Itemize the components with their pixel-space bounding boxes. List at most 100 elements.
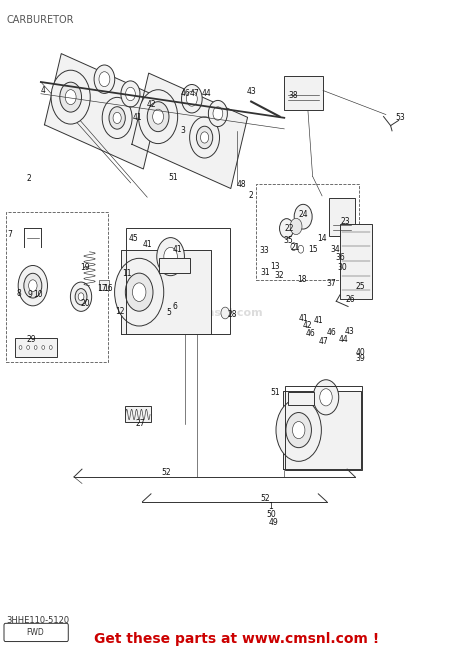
Ellipse shape xyxy=(294,204,312,229)
Ellipse shape xyxy=(121,81,140,107)
Bar xyxy=(99,280,109,290)
Ellipse shape xyxy=(126,87,136,100)
Text: 44: 44 xyxy=(201,89,211,98)
Text: 52: 52 xyxy=(161,468,171,477)
Text: 45: 45 xyxy=(128,233,138,243)
Text: 41: 41 xyxy=(173,244,183,254)
Ellipse shape xyxy=(49,346,52,349)
Text: 42: 42 xyxy=(147,100,157,110)
Text: www.cmsnl.com: www.cmsnl.com xyxy=(163,308,264,318)
Ellipse shape xyxy=(75,289,87,305)
Ellipse shape xyxy=(60,82,82,112)
Polygon shape xyxy=(283,391,361,469)
Text: 18: 18 xyxy=(298,274,307,284)
Ellipse shape xyxy=(280,218,294,238)
Ellipse shape xyxy=(164,247,177,266)
Text: 43: 43 xyxy=(345,327,355,336)
Text: 22: 22 xyxy=(284,224,294,233)
Ellipse shape xyxy=(115,258,164,326)
Ellipse shape xyxy=(290,218,302,235)
Ellipse shape xyxy=(78,293,84,301)
Text: 49: 49 xyxy=(269,518,279,527)
Text: 7: 7 xyxy=(8,230,13,239)
Text: 21: 21 xyxy=(291,243,300,252)
Text: 31: 31 xyxy=(261,268,270,277)
Text: 24: 24 xyxy=(298,209,308,218)
Bar xyxy=(256,184,359,280)
Text: 8: 8 xyxy=(16,289,21,298)
Text: 29: 29 xyxy=(27,334,36,344)
Ellipse shape xyxy=(182,85,202,113)
Text: 38: 38 xyxy=(289,91,299,100)
Text: 30: 30 xyxy=(337,263,347,272)
Ellipse shape xyxy=(313,379,339,415)
Ellipse shape xyxy=(221,307,229,319)
Text: 26: 26 xyxy=(346,295,355,304)
Text: Get these parts at www.cmsnl.com !: Get these parts at www.cmsnl.com ! xyxy=(94,632,380,646)
Ellipse shape xyxy=(186,91,197,106)
Text: 51: 51 xyxy=(270,388,280,397)
Ellipse shape xyxy=(190,117,219,158)
Text: 12: 12 xyxy=(115,307,125,316)
Bar xyxy=(285,386,362,471)
Text: 47: 47 xyxy=(190,89,200,98)
Text: 52: 52 xyxy=(261,494,270,503)
Ellipse shape xyxy=(320,389,332,406)
Bar xyxy=(159,258,190,273)
Text: 19: 19 xyxy=(80,263,90,272)
Bar xyxy=(15,338,57,357)
Ellipse shape xyxy=(18,265,47,306)
Ellipse shape xyxy=(147,102,169,132)
Ellipse shape xyxy=(94,65,115,93)
Text: 6: 6 xyxy=(172,302,177,311)
Ellipse shape xyxy=(292,421,305,439)
Ellipse shape xyxy=(138,90,178,143)
Ellipse shape xyxy=(157,237,184,276)
Ellipse shape xyxy=(34,346,37,349)
Bar xyxy=(126,228,230,334)
Text: 3HHE110-5120: 3HHE110-5120 xyxy=(6,616,70,625)
Text: 20: 20 xyxy=(80,299,90,308)
Ellipse shape xyxy=(125,273,153,311)
Text: 47: 47 xyxy=(319,337,329,346)
Bar xyxy=(288,393,314,406)
Text: 16: 16 xyxy=(104,284,113,293)
Text: 3: 3 xyxy=(180,126,185,136)
Ellipse shape xyxy=(213,107,223,120)
Ellipse shape xyxy=(109,107,125,129)
Text: 40: 40 xyxy=(356,348,366,357)
Ellipse shape xyxy=(298,245,304,253)
Polygon shape xyxy=(132,73,247,188)
Ellipse shape xyxy=(99,72,110,87)
Text: 46: 46 xyxy=(180,89,190,98)
Bar xyxy=(6,212,108,362)
Text: 2: 2 xyxy=(249,192,254,200)
Text: 25: 25 xyxy=(355,282,365,291)
Text: FWD: FWD xyxy=(26,628,44,637)
FancyBboxPatch shape xyxy=(4,623,68,642)
Text: 14: 14 xyxy=(317,233,327,243)
Text: 41: 41 xyxy=(133,113,143,123)
Text: 33: 33 xyxy=(260,246,269,255)
Text: 5: 5 xyxy=(166,308,171,318)
Text: 51: 51 xyxy=(168,173,178,182)
Text: 53: 53 xyxy=(395,113,405,123)
Text: 2: 2 xyxy=(27,175,31,183)
Ellipse shape xyxy=(28,280,37,291)
Ellipse shape xyxy=(65,90,76,104)
Text: 13: 13 xyxy=(270,261,280,271)
Text: 11: 11 xyxy=(123,269,132,278)
Ellipse shape xyxy=(102,97,132,138)
Ellipse shape xyxy=(24,273,42,298)
Text: 39: 39 xyxy=(355,354,365,363)
Bar xyxy=(340,224,372,299)
Ellipse shape xyxy=(71,282,91,312)
Text: 41: 41 xyxy=(142,240,152,249)
Ellipse shape xyxy=(42,346,45,349)
Ellipse shape xyxy=(276,399,321,462)
Text: 42: 42 xyxy=(302,321,312,331)
Ellipse shape xyxy=(291,243,297,250)
Text: 41: 41 xyxy=(313,316,323,325)
Text: 37: 37 xyxy=(327,278,337,288)
Bar xyxy=(329,198,355,236)
